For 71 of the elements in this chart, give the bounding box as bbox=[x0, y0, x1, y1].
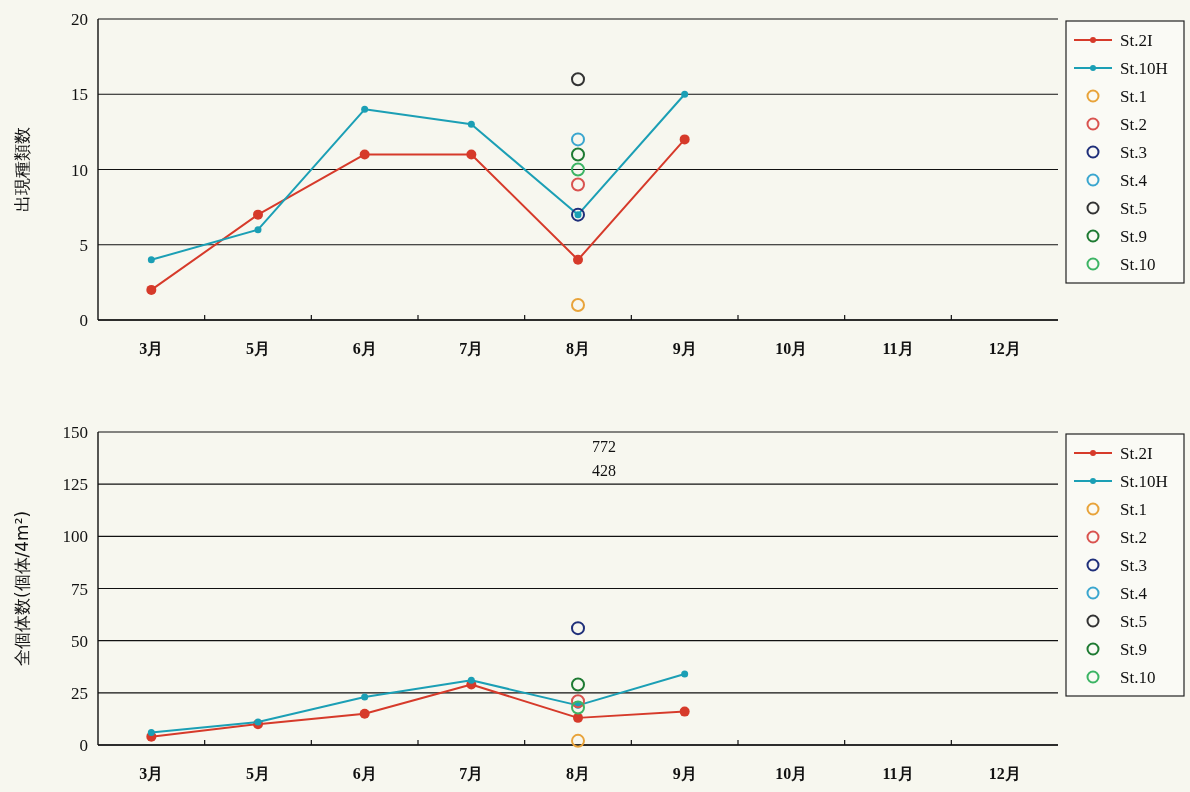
legend-label: St.2I bbox=[1120, 31, 1153, 50]
y-tick-label: 5 bbox=[79, 235, 88, 255]
x-tick-label: 8月 bbox=[566, 765, 590, 782]
x-tick-label: 10月 bbox=[775, 765, 808, 782]
point bbox=[147, 728, 155, 736]
x-tick-label: 8月 bbox=[566, 340, 590, 357]
y-tick-label: 50 bbox=[71, 631, 88, 651]
x-tick-label: 5月 bbox=[246, 765, 270, 782]
y-tick-label: 100 bbox=[62, 527, 88, 547]
point bbox=[361, 693, 369, 701]
x-tick-label: 3月 bbox=[139, 765, 164, 782]
point bbox=[681, 670, 689, 678]
x-tick-label: 11月 bbox=[882, 765, 914, 782]
legend-label: St.4 bbox=[1120, 584, 1148, 603]
point bbox=[359, 708, 370, 719]
legend-label: St.10H bbox=[1120, 59, 1168, 78]
legend-label: St.10H bbox=[1120, 472, 1168, 491]
point bbox=[679, 706, 690, 717]
legend-label: St.10 bbox=[1120, 668, 1156, 687]
legend-label: St.2 bbox=[1120, 528, 1147, 547]
y-tick-label: 15 bbox=[71, 85, 88, 105]
legend-label: St.3 bbox=[1120, 143, 1147, 162]
point bbox=[573, 254, 583, 265]
annotation: 772 bbox=[592, 438, 616, 455]
legend-label: St.10 bbox=[1120, 255, 1156, 274]
x-tick-label: 9月 bbox=[672, 340, 697, 357]
x-tick-label: 12月 bbox=[988, 765, 1021, 782]
point bbox=[254, 226, 262, 234]
legend-label: St.1 bbox=[1120, 500, 1147, 519]
point bbox=[467, 120, 475, 128]
y-tick-label: 20 bbox=[71, 10, 88, 29]
y-tick-label: 25 bbox=[71, 683, 88, 703]
y-axis-title: 出現種類数 bbox=[12, 127, 32, 212]
point bbox=[573, 712, 583, 723]
x-tick-label: 9月 bbox=[672, 765, 697, 782]
legend-label: St.2 bbox=[1120, 115, 1147, 134]
point bbox=[147, 256, 155, 264]
legend-label: St.2I bbox=[1120, 444, 1153, 463]
point bbox=[359, 149, 370, 160]
legend-label: St.3 bbox=[1120, 556, 1147, 575]
x-tick-label: 7月 bbox=[459, 765, 484, 782]
y-tick-label: 0 bbox=[79, 736, 88, 755]
legend-label: St.5 bbox=[1120, 612, 1147, 631]
x-tick-label: 11月 bbox=[882, 340, 914, 357]
y-tick-label: 0 bbox=[79, 311, 88, 330]
point bbox=[361, 105, 369, 113]
legend-label: St.9 bbox=[1120, 640, 1147, 659]
point bbox=[467, 676, 475, 684]
point bbox=[679, 134, 690, 145]
y-tick-label: 10 bbox=[71, 160, 88, 180]
legend-label: St.5 bbox=[1120, 199, 1147, 218]
y-axis-title: 全個体数(個体/4m²) bbox=[12, 510, 32, 667]
x-tick-label: 6月 bbox=[352, 765, 377, 782]
y-tick-label: 75 bbox=[71, 579, 88, 599]
x-tick-label: 3月 bbox=[139, 340, 164, 357]
y-tick-label: 150 bbox=[62, 423, 88, 442]
point bbox=[681, 90, 689, 98]
x-tick-label: 6月 bbox=[352, 340, 377, 357]
legend-label: St.1 bbox=[1120, 87, 1147, 106]
y-tick-label: 125 bbox=[62, 475, 88, 495]
annotation: 428 bbox=[592, 462, 616, 479]
point bbox=[466, 149, 477, 160]
point bbox=[253, 209, 263, 220]
legend-label: St.9 bbox=[1120, 227, 1147, 246]
legend-label: St.4 bbox=[1120, 171, 1148, 190]
x-tick-label: 5月 bbox=[246, 340, 270, 357]
point bbox=[146, 284, 157, 295]
x-tick-label: 7月 bbox=[459, 340, 484, 357]
point bbox=[254, 718, 262, 726]
x-tick-label: 10月 bbox=[775, 340, 808, 357]
x-tick-label: 12月 bbox=[988, 340, 1021, 357]
